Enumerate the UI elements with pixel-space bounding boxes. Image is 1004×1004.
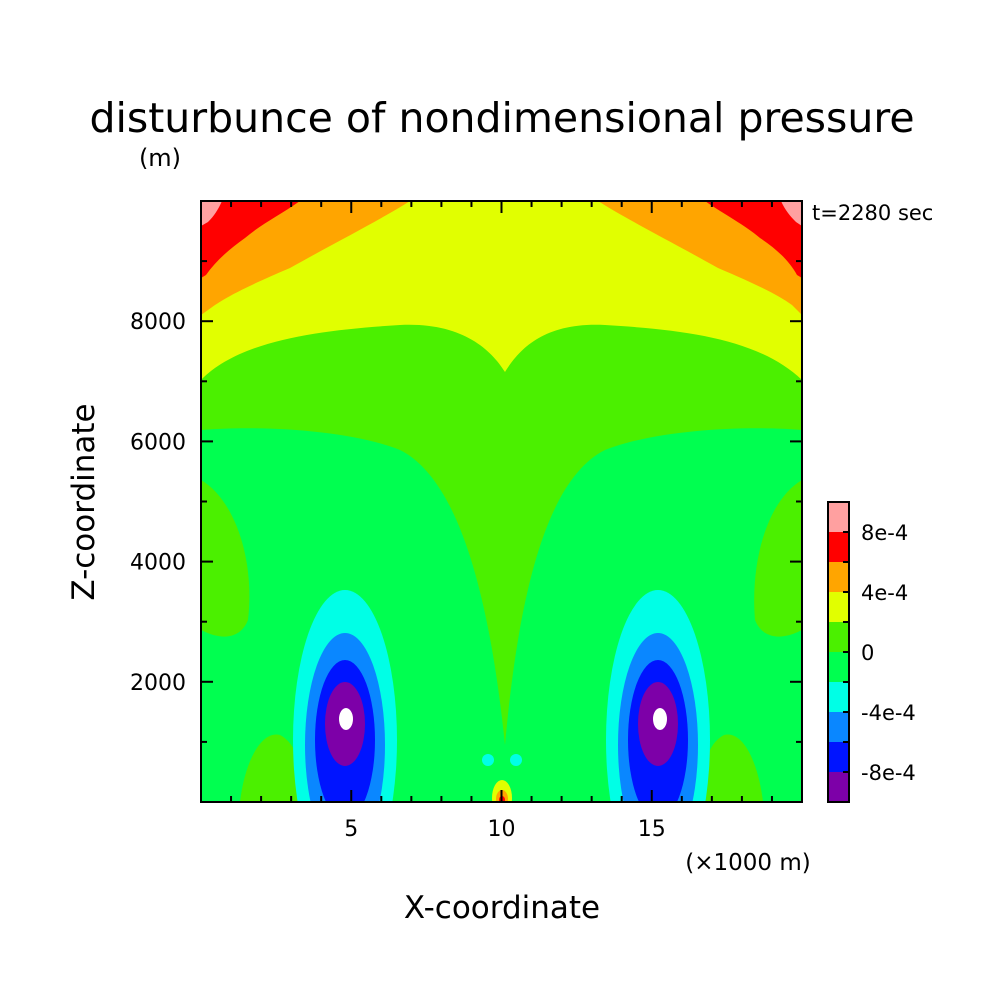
band-light-green-side-right: [754, 480, 802, 637]
y-tick-label: 8000: [130, 310, 186, 335]
colorbar-swatch: [828, 742, 849, 772]
band-orange-upper: [201, 201, 802, 315]
axis-ticks: [201, 201, 802, 802]
colorbar-swatch: [828, 562, 849, 592]
colorbar-swatch: [828, 772, 849, 802]
y-tick-label: 6000: [130, 430, 186, 455]
y-tick-label: 4000: [130, 551, 186, 576]
core-left: [339, 708, 353, 730]
center-cyan-left: [482, 754, 494, 766]
colorbar-label: 8e-4: [861, 521, 908, 545]
x-tick-label: 15: [638, 817, 666, 842]
band-light-green-bottom-left: [240, 734, 302, 802]
colorbar-swatch: [828, 532, 849, 562]
colorbar-swatch: [828, 622, 849, 652]
band-red-upper: [201, 201, 802, 278]
contour-field: [201, 201, 802, 802]
x-unit-label: (×1000 m): [685, 850, 810, 876]
colorbar-swatch: [828, 592, 849, 622]
colorbar: -8e-4 -4e-4 0 4e-4 8e-4: [827, 501, 916, 803]
colorbar-label: 0: [861, 641, 874, 665]
colorbar-swatch: [828, 712, 849, 742]
x-tick-label: 10: [488, 817, 516, 842]
y-axis-label: Z-coordinate: [66, 403, 102, 600]
chart-subtitle: (m): [139, 144, 181, 172]
center-cyan-right: [510, 754, 522, 766]
chart-title: disturbunce of nondimensional pressure: [89, 94, 914, 142]
colorbar-swatch: [828, 682, 849, 712]
colorbar-swatch: [828, 652, 849, 682]
time-label: t=2280 sec: [812, 201, 933, 225]
x-axis-label: X-coordinate: [404, 890, 600, 926]
colorbar-swatch: [828, 502, 849, 532]
y-tick-label: 2000: [130, 671, 186, 696]
core-right: [653, 708, 667, 730]
colorbar-label: -4e-4: [861, 701, 916, 725]
x-tick-label: 5: [344, 817, 358, 842]
colorbar-label: -8e-4: [861, 761, 916, 785]
band-light-green-bottom-right: [702, 734, 763, 802]
axis-tick-labels: 5 10 15 2000 4000 6000 8000: [130, 310, 666, 842]
band-light-green-side-left: [201, 480, 250, 637]
colorbar-label: 4e-4: [861, 581, 908, 605]
